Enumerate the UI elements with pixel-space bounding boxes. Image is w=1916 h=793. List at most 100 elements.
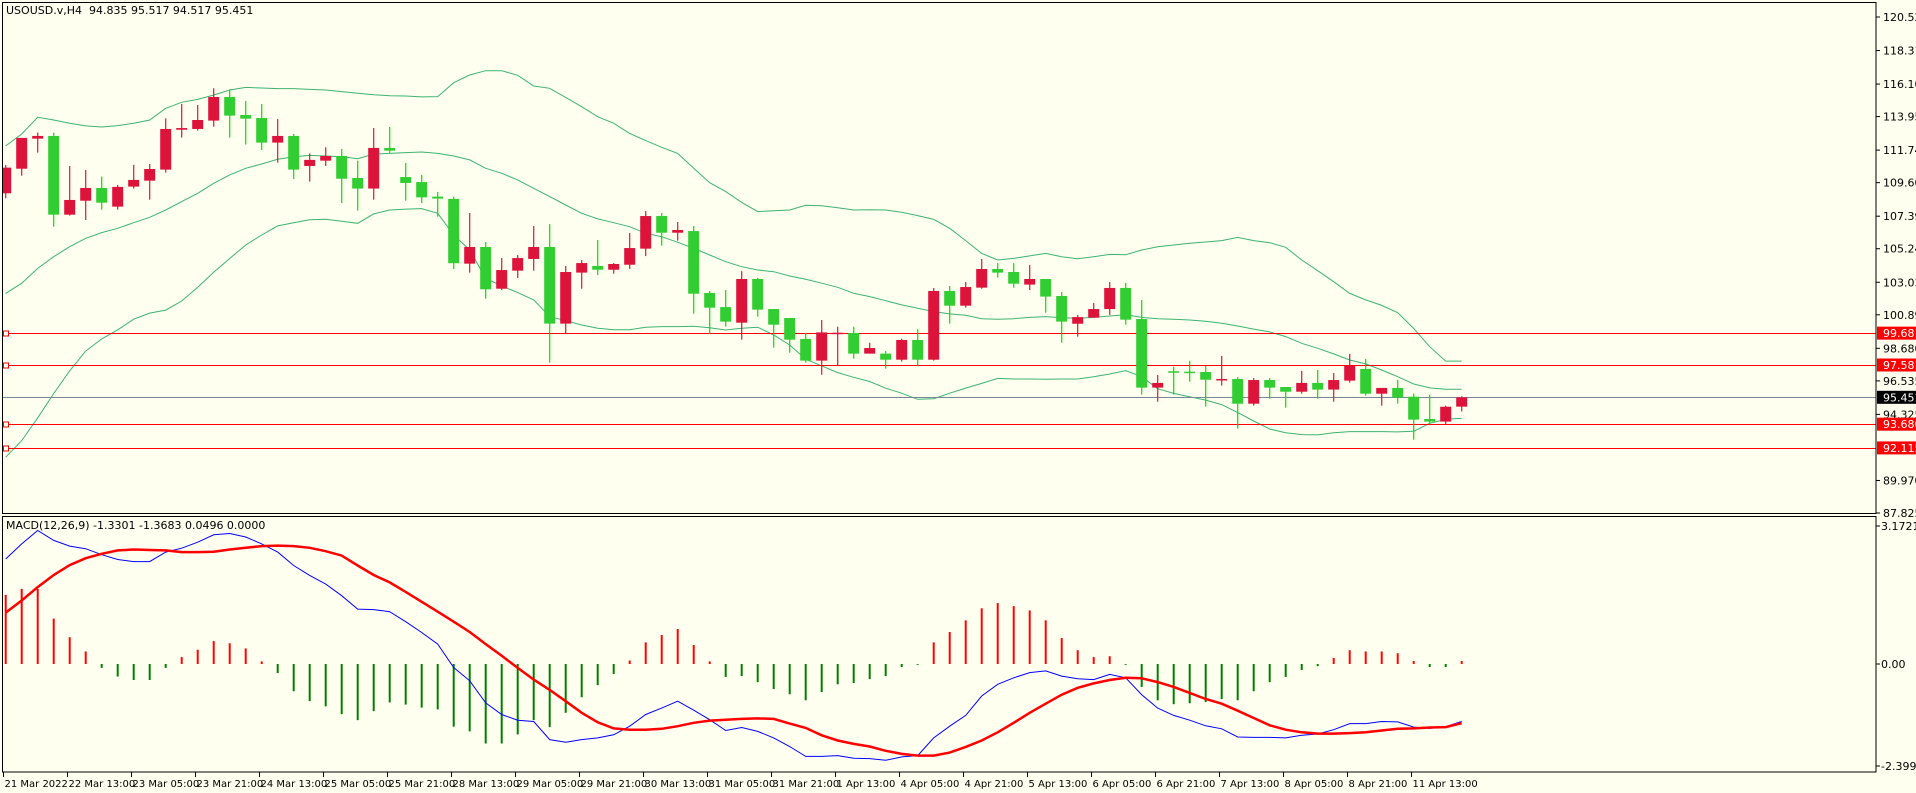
bear-candle: [1184, 371, 1196, 374]
level-line-handle: [3, 421, 9, 428]
macd-line: [5, 529, 1462, 761]
bear-candle: [1360, 368, 1372, 394]
bull-candle: [112, 186, 124, 207]
bull-candle: [160, 128, 172, 170]
bull-candle: [1344, 365, 1356, 381]
bull-candle: [1440, 406, 1452, 422]
macd-panel[interactable]: [4, 529, 1463, 761]
bear-candle: [912, 339, 924, 360]
bear-candle: [1136, 319, 1148, 388]
bear-candle: [768, 309, 780, 325]
time-axis-label: 7 Apr 13:00: [1221, 779, 1280, 790]
time-axis-label: 6 Apr 21:00: [1157, 779, 1216, 790]
bull-candle: [320, 155, 332, 161]
bull-candle: [608, 263, 620, 270]
price-axis-label: 100.890: [1883, 309, 1916, 322]
level-price-tag: [1877, 358, 1916, 372]
level-price-label: 97.581: [1883, 359, 1916, 372]
bull-candle: [896, 339, 908, 360]
time-axis-label: 21 Mar 2022: [5, 779, 68, 790]
bull-candle: [80, 187, 92, 201]
bear-candle: [848, 333, 860, 354]
time-axis-label: 31 Mar 05:00: [709, 779, 776, 790]
bear-candle: [48, 135, 60, 215]
bollinger-upper-band: [5, 70, 1462, 362]
bull-candle: [1024, 278, 1036, 285]
bull-candle: [976, 268, 988, 288]
bear-candle: [416, 182, 428, 198]
price-axis-label: 98.680: [1883, 342, 1916, 355]
bull-candle: [1152, 382, 1164, 388]
bear-candle: [1312, 382, 1324, 390]
bull-candle: [1376, 387, 1388, 394]
bull-candle: [304, 159, 316, 166]
bear-candle: [592, 265, 604, 270]
level-price-tag: [1877, 441, 1916, 455]
bull-candle: [640, 216, 652, 249]
bull-candle: [624, 248, 636, 265]
bull-candle: [464, 246, 476, 264]
bear-candle: [656, 216, 668, 233]
bear-candle: [1008, 272, 1020, 284]
price-axis-label: 109.600: [1883, 177, 1916, 190]
bull-candle: [736, 278, 748, 323]
bull-candle: [272, 135, 284, 143]
bear-candle: [432, 196, 444, 199]
bull-candle: [496, 270, 508, 289]
bull-candle: [1072, 317, 1084, 324]
bull-candle: [3, 167, 12, 194]
bear-candle: [1408, 396, 1420, 420]
symbol-ohlc-header: USOUSD.v,H4 94.835 95.517 94.517 95.451: [6, 4, 254, 17]
level-price-label: 93.680: [1883, 418, 1916, 431]
time-axis-label: 30 Mar 13:00: [645, 779, 712, 790]
bull-candle: [128, 179, 140, 187]
bear-candle: [288, 135, 300, 170]
price-axis-label: 118.310: [1883, 45, 1916, 58]
bull-candle: [560, 272, 572, 324]
level-line-handle: [3, 445, 9, 452]
level-price-label: 99.681: [1883, 327, 1916, 340]
bid-price-label: 95.451: [1883, 391, 1916, 404]
bull-candle: [512, 258, 524, 271]
bear-candle: [1264, 380, 1276, 388]
bull-candle: [1216, 378, 1228, 381]
time-axis-label: 11 Apr 13:00: [1413, 779, 1478, 790]
bear-candle: [448, 198, 460, 264]
bull-candle: [960, 287, 972, 306]
price-axis-label: 96.535: [1883, 375, 1916, 388]
bull-candle: [816, 332, 828, 361]
macd-header: MACD(12,26,9) -1.3301 -1.3683 0.0496 0.0…: [6, 519, 266, 532]
macd-panel-frame: [2, 516, 1877, 773]
macd-axis-label: 3.1721: [1881, 520, 1916, 533]
bear-candle: [880, 353, 892, 360]
bear-candle: [992, 268, 1004, 273]
bull-candle: [1104, 287, 1116, 310]
time-axis-label: 23 Mar 21:00: [197, 779, 264, 790]
price-panel[interactable]: [0, 70, 1876, 458]
bollinger-middle-band: [5, 151, 1462, 390]
bear-candle: [688, 231, 700, 294]
bull-candle: [864, 348, 876, 354]
bear-candle: [944, 290, 956, 306]
bull-candle: [368, 147, 380, 189]
time-axis-label: 4 Apr 21:00: [965, 779, 1024, 790]
macd-signal-line: [4, 544, 1462, 757]
bear-candle: [1056, 295, 1068, 322]
price-axis-label: 105.245: [1883, 243, 1916, 256]
time-axis-label: 8 Apr 21:00: [1349, 779, 1408, 790]
price-axis-label: 89.970: [1883, 474, 1916, 487]
time-axis-label: 22 Mar 13:00: [69, 779, 136, 790]
level-price-label: 92.115: [1883, 442, 1916, 455]
bear-candle: [336, 155, 348, 179]
bear-candle: [480, 246, 492, 290]
axes: 120.520 118.310 116.100 113.955 111.745 109.6…: [3, 11, 1916, 790]
price-axis-label: 107.390: [1883, 210, 1916, 223]
level-price-tag: [1877, 326, 1916, 340]
bull-candle: [16, 137, 28, 169]
bull-candle: [176, 128, 188, 130]
bear-candle: [1168, 371, 1180, 373]
price-axis-label: 103.035: [1883, 276, 1916, 289]
bear-candle: [384, 147, 396, 151]
